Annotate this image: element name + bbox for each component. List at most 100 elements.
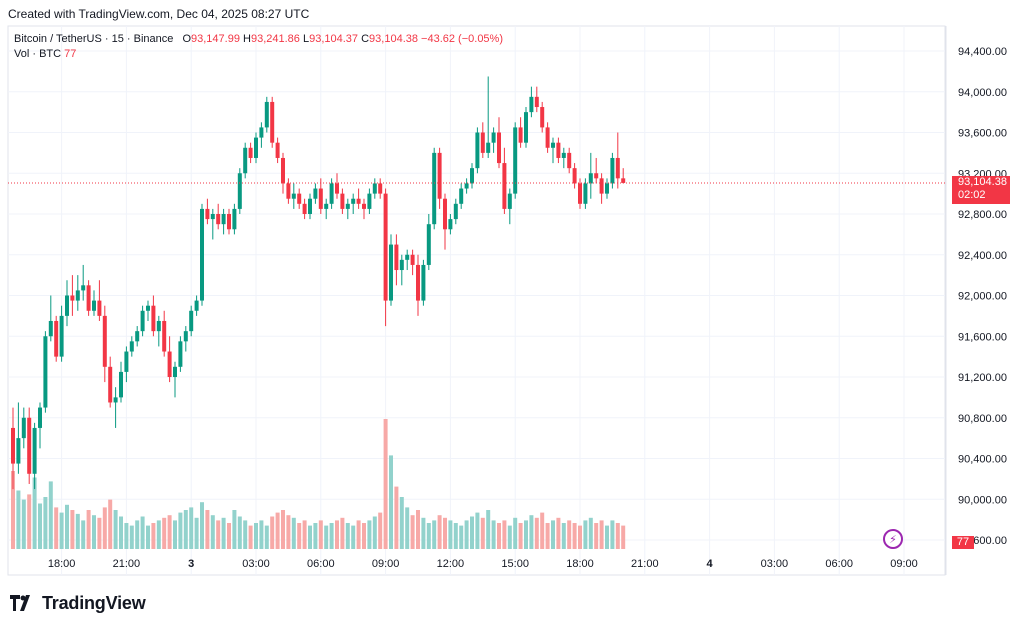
volume-bar xyxy=(405,507,410,549)
volume-bar xyxy=(16,490,21,549)
candle-body xyxy=(308,198,312,214)
candle-body xyxy=(470,168,474,184)
volume-bar xyxy=(156,520,161,549)
candle-body xyxy=(205,208,210,220)
volume-bar xyxy=(151,523,156,549)
volume-bar xyxy=(502,520,507,549)
volume-bar xyxy=(232,510,237,549)
candle-body xyxy=(534,96,539,108)
volume-bar xyxy=(291,517,296,549)
x-tick-label: 06:00 xyxy=(825,558,853,570)
candle-body xyxy=(491,132,496,143)
volume-bar xyxy=(237,516,242,549)
volume-bar xyxy=(432,520,437,549)
volume-bar xyxy=(75,513,80,549)
candle-body xyxy=(443,198,447,230)
volume-bar xyxy=(27,494,32,549)
y-tick-label: 90,000.00 xyxy=(958,494,1007,506)
volume-bar xyxy=(583,520,588,549)
candle-body xyxy=(113,397,118,403)
volume-bar xyxy=(470,516,474,549)
candle-body xyxy=(551,142,555,148)
volume-bar xyxy=(362,523,366,549)
candle-body xyxy=(183,331,188,342)
volume-bar xyxy=(135,520,140,549)
candle-body xyxy=(345,203,350,209)
brand-name: TradingView xyxy=(42,592,146,613)
volume-bar xyxy=(200,502,204,549)
low-value: 93,104.37 xyxy=(309,33,359,45)
volume-bar xyxy=(129,525,134,549)
candle-body xyxy=(599,178,604,194)
volume-bar xyxy=(335,520,339,549)
volume-bar xyxy=(524,520,528,549)
volume-bar xyxy=(54,507,59,549)
volume-bar xyxy=(102,507,107,549)
volume-bar xyxy=(227,523,231,549)
candle-body xyxy=(578,183,582,204)
candle-body xyxy=(281,157,285,184)
candle-body xyxy=(615,157,620,179)
volume-bar xyxy=(275,512,280,549)
x-tick-label: 4 xyxy=(707,558,714,570)
volume-bar xyxy=(545,523,550,549)
volume-bar xyxy=(281,510,285,549)
volume-bar xyxy=(356,520,361,549)
candle-body xyxy=(367,193,372,209)
volume-bar xyxy=(475,512,480,549)
candle-body xyxy=(189,310,194,332)
volume-bar xyxy=(259,520,264,549)
candle-body xyxy=(605,183,609,194)
volume-bar xyxy=(599,520,604,549)
candle-body xyxy=(567,152,572,169)
candle-body xyxy=(540,107,545,128)
volume-bar xyxy=(389,455,393,549)
volume-bar xyxy=(205,510,210,549)
candle-body xyxy=(389,244,393,301)
volume-bar xyxy=(351,525,356,549)
candle-body xyxy=(140,310,145,332)
lightning-icon[interactable]: ⚡ xyxy=(883,529,903,549)
volume-bar xyxy=(119,516,123,549)
candle-body xyxy=(324,203,329,209)
last-price-value: 93,104.38 xyxy=(958,176,1007,188)
candle-body xyxy=(291,193,296,199)
candle-body xyxy=(27,417,32,474)
volume-bar xyxy=(513,517,518,549)
high-label: H xyxy=(243,33,251,45)
candle-body xyxy=(502,163,507,209)
volume-bar xyxy=(534,517,539,549)
plot-frame xyxy=(7,25,946,576)
volume-bar xyxy=(70,510,75,549)
tradingview-logo[interactable]: TradingView xyxy=(10,592,146,614)
candle-body xyxy=(227,214,231,230)
volume-bar xyxy=(416,510,420,549)
volume-bar xyxy=(43,497,48,549)
candle-body xyxy=(11,427,15,464)
high-value: 93,241.86 xyxy=(250,33,300,45)
candle-body xyxy=(162,320,167,352)
volume-bar xyxy=(529,515,534,549)
candle-body xyxy=(59,315,64,357)
volume-bar xyxy=(324,525,329,549)
volume-bar xyxy=(453,523,458,549)
x-tick-label: 3 xyxy=(188,558,194,570)
candle-body xyxy=(405,254,410,260)
candle-body xyxy=(529,96,534,113)
x-tick-label: 12:00 xyxy=(437,558,465,570)
candle-body xyxy=(43,336,48,408)
candle-body xyxy=(129,341,134,352)
candle-body xyxy=(167,351,172,377)
volume-bar xyxy=(254,523,258,549)
candle-body xyxy=(416,264,420,301)
volume-bar xyxy=(302,520,307,549)
candle-body xyxy=(216,214,221,225)
volume-bar xyxy=(318,520,323,549)
candle-body xyxy=(254,137,258,158)
candle-body xyxy=(399,259,404,271)
candle-body xyxy=(32,427,37,474)
volume-bar xyxy=(340,517,345,549)
chart-legend: Bitcoin / TetherUS · 15 · Binance O93,14… xyxy=(14,32,503,62)
volume-bar xyxy=(140,516,145,549)
